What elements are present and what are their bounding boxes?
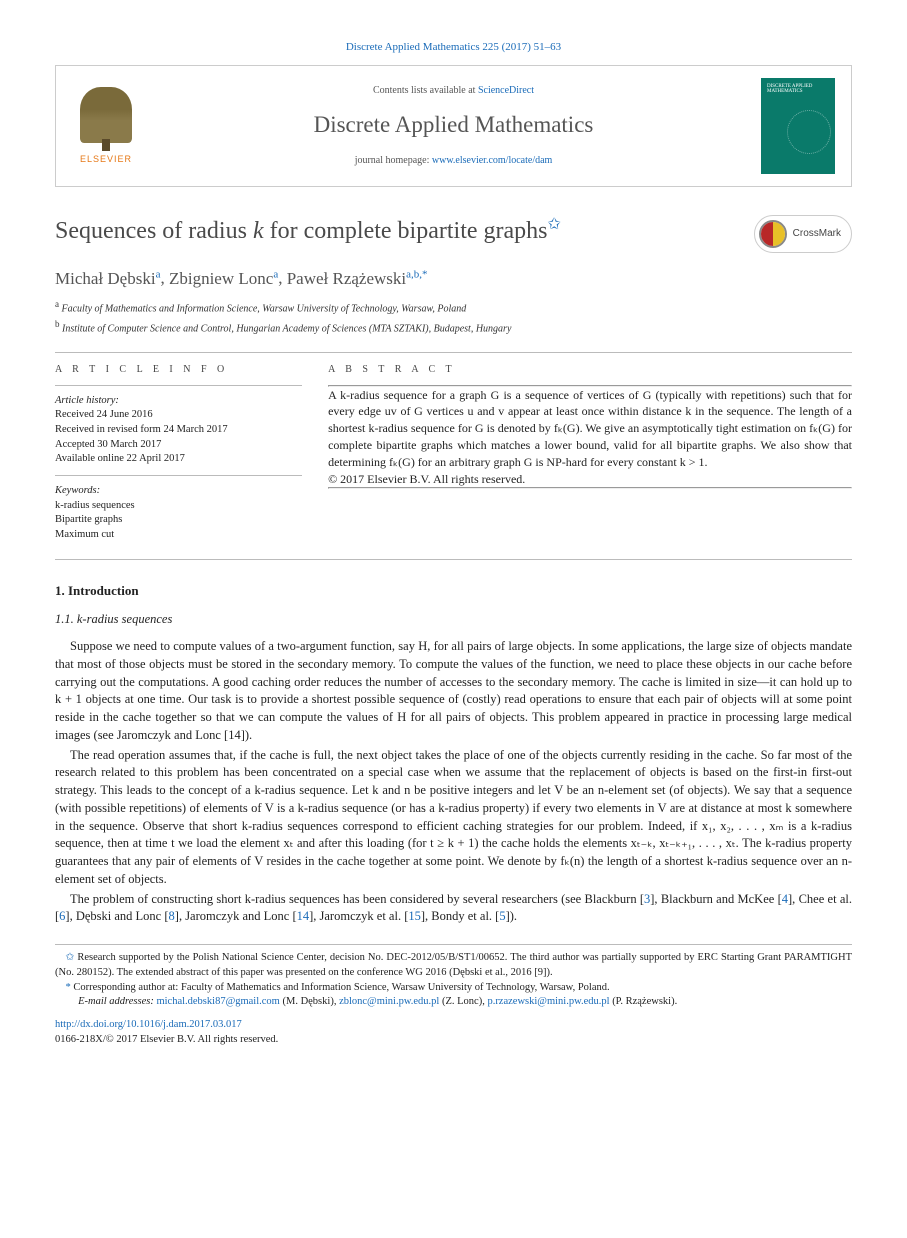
footnote-corresponding: * Corresponding author at: Faculty of Ma… — [55, 981, 852, 996]
cover-thumb-title: DISCRETE APPLIED MATHEMATICS — [767, 84, 835, 95]
keywords-label: Keywords: — [55, 484, 302, 499]
homepage-prefix: journal homepage: — [355, 155, 432, 166]
crossmark-icon — [759, 220, 787, 248]
section-1-1-head: 1.1. k-radius sequences — [55, 611, 852, 628]
article-info: A R T I C L E I N F O Article history: R… — [55, 363, 302, 543]
abstract-text: A k-radius sequence for a graph G is a s… — [328, 387, 852, 471]
paragraph-1: Suppose we need to compute values of a t… — [55, 638, 852, 745]
info-head: A R T I C L E I N F O — [55, 363, 302, 377]
ref-15[interactable]: 15 — [408, 909, 421, 923]
p3-m6: ], Bondy et al. [ — [421, 909, 499, 923]
header-center: Contents lists available at ScienceDirec… — [158, 84, 749, 168]
keyword-2: Bipartite graphs — [55, 513, 302, 528]
author-2-name: Zbigniew Lonc — [169, 269, 273, 288]
elsevier-logo: ELSEVIER — [72, 87, 140, 165]
crossmark-label: CrossMark — [793, 227, 841, 241]
elsevier-tree-icon — [80, 87, 132, 143]
section-1-head: 1. Introduction — [55, 582, 852, 600]
footnote-funding: ✩ Research supported by the Polish Natio… — [55, 951, 852, 980]
divider-mid — [55, 559, 852, 560]
paragraph-3: The problem of constructing short k-radi… — [55, 891, 852, 927]
funding-mark: ✩ — [66, 952, 75, 963]
title-post: for complete bipartite graphs — [264, 218, 548, 244]
p3-m7: ]). — [506, 909, 517, 923]
history-label: Article history: — [55, 394, 302, 409]
email-3-who: (P. Rzążewski) — [612, 996, 674, 1007]
p3-pre: The problem of constructing short k-radi… — [70, 892, 644, 906]
footnote-emails: E-mail addresses: michal.debski87@gmail.… — [55, 995, 852, 1010]
abstract-copyright: © 2017 Elsevier B.V. All rights reserved… — [328, 471, 852, 488]
email-label: E-mail addresses: — [78, 996, 154, 1007]
email-1[interactable]: michal.debski87@gmail.com — [156, 996, 279, 1007]
email-3[interactable]: p.rzazewski@mini.pw.edu.pl — [487, 996, 609, 1007]
author-2-aff: a — [273, 268, 278, 280]
paragraph-2: The read operation assumes that, if the … — [55, 747, 852, 889]
affil-b-mark: b — [55, 319, 60, 329]
contents-prefix: Contents lists available at — [373, 85, 478, 96]
crossmark-badge[interactable]: CrossMark — [754, 215, 852, 253]
p3-m5: ], Jaromczyk et al. [ — [309, 909, 408, 923]
journal-header: ELSEVIER Contents lists available at Sci… — [55, 65, 852, 187]
paper-title: Sequences of radius k for complete bipar… — [55, 215, 561, 246]
authors-line: Michał Dębskia, Zbigniew Lonca, Paweł Rz… — [55, 267, 852, 291]
title-footnote-mark[interactable]: ✩ — [548, 216, 561, 233]
p3-m1: ], Blackburn and McKee [ — [650, 892, 781, 906]
affil-a-mark: a — [55, 299, 59, 309]
author-3-corr-mark: * — [422, 268, 428, 280]
email-2-who: (Z. Lonc) — [442, 996, 482, 1007]
author-1-aff: a — [156, 268, 161, 280]
divider-top — [55, 352, 852, 353]
keyword-3: Maximum cut — [55, 528, 302, 543]
email-2[interactable]: zblonc@mini.pw.edu.pl — [339, 996, 439, 1007]
history-received: Received 24 June 2016 — [55, 408, 302, 423]
author-3-aff: a,b, — [406, 268, 422, 280]
page-footer: http://dx.doi.org/10.1016/j.dam.2017.03.… — [55, 1018, 852, 1047]
top-citation-link[interactable]: Discrete Applied Mathematics 225 (2017) … — [346, 41, 561, 53]
sciencedirect-link[interactable]: ScienceDirect — [478, 85, 534, 96]
keyword-1: k-radius sequences — [55, 499, 302, 514]
journal-cover-thumb: DISCRETE APPLIED MATHEMATICS — [761, 78, 835, 174]
funding-text: Research supported by the Polish Nationa… — [55, 952, 852, 978]
footnotes: ✩ Research supported by the Polish Natio… — [55, 944, 852, 1010]
title-pre: Sequences of radius — [55, 218, 253, 244]
affiliation-a: a Faculty of Mathematics and Information… — [55, 298, 852, 316]
corr-text: Corresponding author at: Faculty of Math… — [73, 982, 609, 993]
history-accepted: Accepted 30 March 2017 — [55, 438, 302, 453]
email-1-who: (M. Dębski) — [282, 996, 333, 1007]
abstract-divider-2 — [328, 487, 852, 489]
ref-14[interactable]: 14 — [297, 909, 310, 923]
affiliation-b: b Institute of Computer Science and Cont… — [55, 318, 852, 336]
author-1[interactable]: Michał Dębskia — [55, 269, 160, 288]
author-2[interactable]: Zbigniew Lonca — [169, 269, 278, 288]
info-divider-1 — [55, 385, 302, 386]
abstract-block: A B S T R A C T A k-radius sequence for … — [328, 363, 852, 543]
corr-mark: * — [66, 982, 71, 993]
info-divider-2 — [55, 475, 302, 476]
history-online: Available online 22 April 2017 — [55, 452, 302, 467]
affil-a-text: Faculty of Mathematics and Information S… — [62, 304, 467, 315]
elsevier-wordmark: ELSEVIER — [80, 153, 132, 165]
doi-link[interactable]: http://dx.doi.org/10.1016/j.dam.2017.03.… — [55, 1019, 242, 1030]
p3-m3: ], Dębski and Lonc [ — [65, 909, 168, 923]
abstract-head: A B S T R A C T — [328, 363, 852, 377]
author-3[interactable]: Paweł Rzążewskia,b,* — [287, 269, 428, 288]
journal-name: Discrete Applied Mathematics — [158, 109, 749, 140]
top-citation: Discrete Applied Mathematics 225 (2017) … — [55, 40, 852, 55]
title-k: k — [253, 218, 264, 244]
contents-line: Contents lists available at ScienceDirec… — [158, 84, 749, 98]
cover-pattern-icon — [787, 110, 831, 154]
p3-m4: ], Jaromczyk and Lonc [ — [175, 909, 297, 923]
history-revised: Received in revised form 24 March 2017 — [55, 423, 302, 438]
issn-line: 0166-218X/© 2017 Elsevier B.V. All right… — [55, 1034, 278, 1045]
homepage-line: journal homepage: www.elsevier.com/locat… — [158, 154, 749, 168]
homepage-link[interactable]: www.elsevier.com/locate/dam — [432, 155, 552, 166]
author-1-name: Michał Dębski — [55, 269, 156, 288]
affil-b-text: Institute of Computer Science and Contro… — [62, 324, 511, 335]
author-3-name: Paweł Rzążewski — [287, 269, 406, 288]
